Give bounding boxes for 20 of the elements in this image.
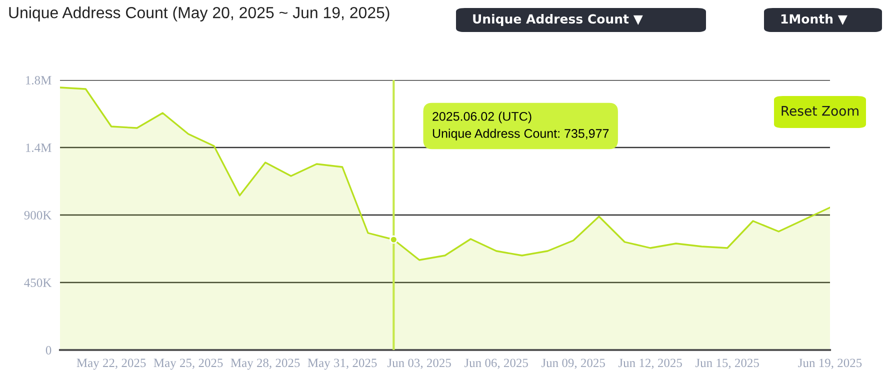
x-tick-label: Jun 12, 2025 — [618, 358, 682, 369]
x-tick-label: Jun 09, 2025 — [541, 358, 605, 369]
x-tick-label: May 22, 2025 — [76, 358, 146, 370]
y-tick-label: 1.8M — [26, 76, 52, 85]
x-tick-label: Jun 03, 2025 — [387, 358, 451, 369]
y-tick-label: 900K — [24, 211, 52, 220]
x-tick-label: Jun 19, 2025 — [798, 358, 862, 369]
annotation: 2025.06.02 (UTC) Unique Address Count: 735,977 — [432, 112, 609, 140]
y-tick-label: 0 — [46, 346, 52, 354]
text: 1Month ▼ — [781, 14, 848, 25]
x-tick-label: May 25, 2025 — [154, 358, 223, 370]
chart-title: Unique Address Count (May 20, 2025 ~ Jun 19, 2025) — [9, 6, 390, 22]
x-tick-label: Jun 06, 2025 — [464, 358, 528, 369]
annotation: Reset Zoom — [782, 106, 858, 116]
y-tick-label: 450K — [24, 278, 52, 287]
x-tick-label: May 28, 2025 — [230, 358, 300, 370]
x-tick-label: Jun 15, 2025 — [695, 358, 759, 369]
y-tick-label: 1.4M — [26, 144, 52, 152]
text: Unique Address Count ▼ — [473, 14, 643, 26]
x-tick-label: May 31, 2025 — [308, 358, 377, 370]
